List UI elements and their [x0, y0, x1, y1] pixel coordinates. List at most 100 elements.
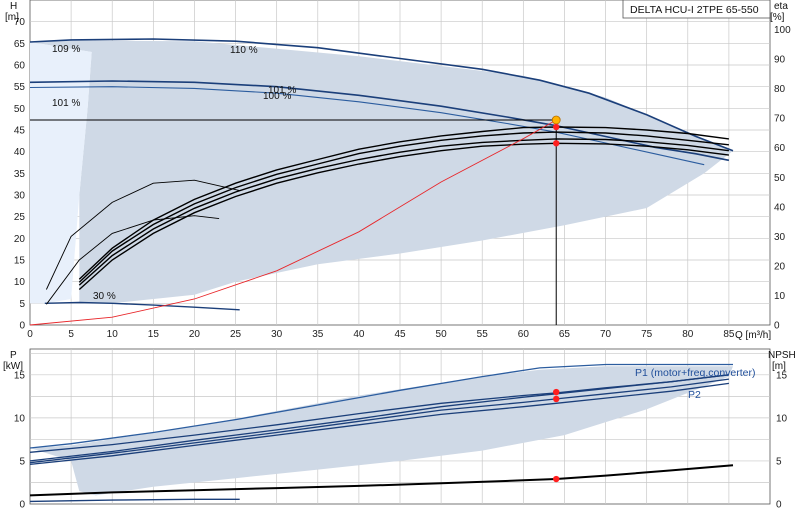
- y-tick-label: 30: [14, 191, 26, 202]
- y2-tick-label: 80: [774, 84, 786, 95]
- legend-p1: P1 (motor+freq.converter): [635, 367, 756, 379]
- label-101-left: 101 %: [52, 98, 80, 109]
- y-tick-label: 35: [14, 169, 26, 180]
- label-101-right: 101 %: [268, 85, 296, 96]
- npsh-tick-label: 5: [776, 456, 782, 467]
- efficiency-marker: [553, 140, 560, 147]
- x-tick-label: 70: [600, 329, 612, 340]
- x-tick-label: 30: [271, 329, 283, 340]
- efficiency-curve: [46, 215, 220, 305]
- label-100: 100 %: [263, 91, 291, 102]
- power-curve: [29, 382, 729, 466]
- p-tick-label: 10: [14, 413, 26, 424]
- power-curve: [29, 374, 729, 462]
- x-tick-label: 45: [394, 329, 406, 340]
- top-operating-region: [30, 40, 733, 304]
- npsh-axis-unit: [m]: [772, 361, 786, 372]
- npsh-tick-label: 15: [776, 370, 788, 381]
- npsh-tick-label: 10: [776, 413, 788, 424]
- y-tick-label: 0: [19, 321, 25, 332]
- y2-tick-label: 40: [774, 202, 786, 213]
- y-tick-label: 60: [14, 61, 26, 72]
- x-tick-label: 15: [148, 329, 160, 340]
- y2-axis-unit: [%]: [770, 12, 785, 23]
- p-tick-label: 0: [19, 500, 25, 511]
- x-axis-label: Q [m³/h]: [735, 330, 771, 341]
- head-curve: [29, 80, 730, 162]
- y-tick-label: 50: [14, 104, 26, 115]
- efficiency-curve: [45, 179, 240, 290]
- power-marker: [553, 475, 560, 483]
- head-curve: [44, 301, 240, 311]
- y2-tick-label: 10: [774, 291, 786, 302]
- p-axis-unit: [kW]: [3, 361, 23, 372]
- legend-p2: P2: [688, 389, 701, 401]
- efficiency-curve: [78, 138, 729, 286]
- y2-tick-label: 100: [774, 25, 791, 36]
- y-axis-label: H: [10, 1, 17, 12]
- x-tick-label: 85: [723, 329, 735, 340]
- label-110: 110 %: [230, 45, 258, 56]
- y-tick-label: 65: [14, 39, 26, 50]
- top-markers: [551, 115, 561, 147]
- x-tick-label: 25: [230, 329, 242, 340]
- operating-region-area: [30, 40, 733, 304]
- duty-point-marker: [551, 115, 561, 125]
- y-tick-label: 5: [19, 299, 25, 310]
- npsh-curve: [29, 464, 734, 497]
- y-tick-label: 55: [14, 82, 26, 93]
- x-tick-label: 55: [477, 329, 489, 340]
- low-flow-region: [30, 42, 92, 304]
- p1-curve: [29, 363, 733, 449]
- efficiency-marker: [553, 123, 560, 131]
- x-tick-label: 40: [353, 329, 365, 340]
- x-tick-label: 50: [436, 329, 448, 340]
- efficiency-curve: [78, 131, 729, 283]
- y-tick-label: 70: [14, 17, 26, 28]
- x-tick-label: 10: [107, 329, 119, 340]
- top-curves: [29, 38, 734, 326]
- x-tick-label: 60: [518, 329, 530, 340]
- y-axis-unit: [m]: [5, 12, 19, 23]
- y-tick-label: 40: [14, 147, 26, 158]
- chart-title: DELTA HCU-I 2TPE 65-550: [630, 4, 759, 16]
- x-tick-label: 75: [641, 329, 653, 340]
- label-109: 109 %: [52, 44, 80, 55]
- power-curve: [29, 378, 729, 464]
- top-ticks: 0 5 10 15 20 25 30 35 40 45 50 55 60 65 70 75 80 85 0 5 10 15…: [14, 17, 791, 340]
- y-tick-label: 15: [14, 256, 26, 267]
- p-axis-label: P: [10, 350, 17, 361]
- y2-tick-label: 50: [774, 173, 786, 184]
- p-tick-label: 5: [19, 456, 25, 467]
- x-tick-label: 80: [682, 329, 694, 340]
- p-tick-label: 15: [14, 370, 26, 381]
- power-curve-min: [29, 498, 240, 503]
- x-tick-label: 20: [189, 329, 201, 340]
- x-tick-label: 65: [559, 329, 571, 340]
- y-tick-label: 10: [14, 277, 26, 288]
- y2-tick-label: 20: [774, 261, 786, 272]
- label-30: 30 %: [93, 291, 116, 302]
- power-marker: [553, 395, 560, 403]
- x-tick-label: 0: [27, 329, 33, 340]
- x-tick-label: 5: [68, 329, 74, 340]
- efficiency-curve: [78, 126, 729, 280]
- y2-tick-label: 70: [774, 114, 786, 125]
- head-curve: [29, 38, 734, 152]
- npsh-axis-label: NPSH: [768, 350, 796, 361]
- y-tick-label: 25: [14, 212, 26, 223]
- y2-tick-label: 0: [774, 321, 780, 332]
- y2-axis-label: eta: [774, 1, 788, 12]
- bottom-curves: [29, 363, 734, 503]
- y-tick-label: 45: [14, 126, 26, 137]
- head-curve: [29, 86, 705, 166]
- head-efficiency-panel: 0 5 10 15 20 25 30 35 40 45 50 55 60 65 70 75 80 85 0 5 10 15…: [5, 0, 791, 341]
- y2-tick-label: 30: [774, 232, 786, 243]
- npsh-tick-label: 0: [776, 500, 782, 511]
- system-curve: [29, 119, 557, 326]
- bottom-ticks: 0 5 10 15 0 5 10 15: [14, 370, 788, 510]
- power-npsh-panel: 0 5 10 15 0 5 10 15 P [kW] NPSH [m] P1 (motor+f…: [3, 348, 796, 511]
- y-tick-label: 20: [14, 234, 26, 245]
- efficiency-curve: [78, 142, 729, 291]
